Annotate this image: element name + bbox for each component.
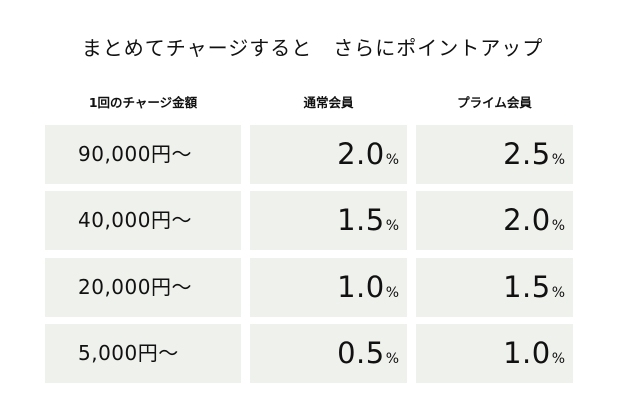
prime-rate-cell: 1.5% [416, 258, 573, 317]
percent-sign: % [385, 351, 399, 367]
rate-value: 1.5 [503, 270, 551, 304]
regular-rate-cell: 1.0% [250, 258, 407, 317]
percent-sign: % [551, 285, 565, 301]
rate-value: 1.5 [337, 203, 385, 237]
charge-amount: 90,000円〜 [78, 142, 192, 166]
charge-amount: 5,000円〜 [78, 341, 179, 365]
percent-sign: % [551, 218, 565, 234]
prime-rate-cell: 2.5% [416, 125, 573, 184]
rate-value: 1.0 [503, 336, 551, 370]
percent-sign: % [551, 351, 565, 367]
amount-cell: 5,000円〜 [45, 324, 241, 383]
prime-rate: 1.5% [503, 258, 565, 317]
prime-rate: 2.5% [503, 125, 565, 184]
percent-sign: % [385, 218, 399, 234]
regular-rate: 2.0% [337, 125, 399, 184]
prime-rate: 2.0% [503, 191, 565, 250]
amount-cell: 90,000円〜 [45, 125, 241, 184]
rate-value: 0.5 [337, 336, 385, 370]
regular-rate: 0.5% [337, 324, 399, 383]
header-regular-member: 通常会員 [303, 95, 354, 110]
percent-sign: % [551, 152, 565, 168]
percent-sign: % [385, 285, 399, 301]
charge-amount: 20,000円〜 [78, 275, 192, 299]
rate-value: 1.0 [337, 270, 385, 304]
percent-sign: % [385, 152, 399, 168]
prime-rate: 1.0% [503, 324, 565, 383]
prime-rate-cell: 2.0% [416, 191, 573, 250]
rate-value: 2.0 [337, 137, 385, 171]
header-prime-member: プライム会員 [457, 95, 532, 110]
regular-rate-cell: 2.0% [250, 125, 407, 184]
page-title: まとめてチャージすると さらにポイントアップ [81, 36, 544, 60]
rate-value: 2.5 [503, 137, 551, 171]
charge-amount: 40,000円〜 [78, 208, 192, 232]
regular-rate-cell: 1.5% [250, 191, 407, 250]
header-charge-amount: 1回のチャージ金額 [88, 95, 198, 110]
prime-rate-cell: 1.0% [416, 324, 573, 383]
regular-rate-cell: 0.5% [250, 324, 407, 383]
rate-value: 2.0 [503, 203, 551, 237]
regular-rate: 1.5% [337, 191, 399, 250]
regular-rate: 1.0% [337, 258, 399, 317]
amount-cell: 40,000円〜 [45, 191, 241, 250]
amount-cell: 20,000円〜 [45, 258, 241, 317]
